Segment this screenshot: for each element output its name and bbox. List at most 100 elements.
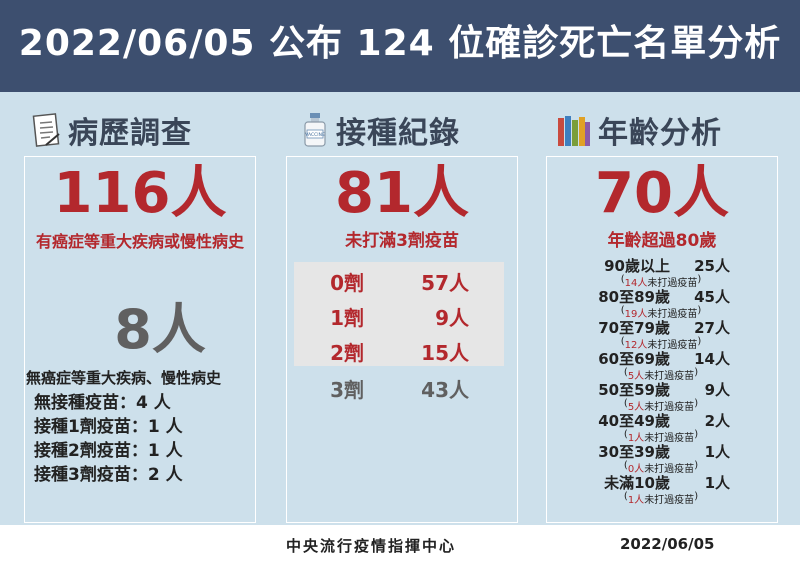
stat-label: 無接種疫苗 bbox=[34, 393, 119, 413]
unvax-count: 5人 bbox=[627, 371, 645, 382]
age-unvax-note: (0人 未打過疫苗) bbox=[623, 460, 699, 475]
dose-highlight-box bbox=[294, 262, 504, 366]
footer-organization: 中央流行疫情指揮中心 bbox=[286, 537, 457, 555]
age-unvax-note: (1人 未打過疫苗) bbox=[623, 491, 699, 506]
history-label: 病歷調查 bbox=[68, 116, 192, 151]
age-count: 70人 bbox=[595, 161, 729, 226]
unvax-suffix: 未打過疫苗 bbox=[644, 371, 695, 382]
dose-count: 9人 bbox=[435, 305, 469, 330]
age-unvax-note: (14人 未打過疫苗) bbox=[620, 274, 702, 289]
vaccine-vial-icon: VACCINE bbox=[304, 113, 326, 147]
age-total: 14人 bbox=[694, 349, 730, 368]
vial-label: VACCINE bbox=[305, 132, 325, 138]
unvax-count: 12人 bbox=[624, 340, 648, 351]
dose-count: 57人 bbox=[421, 270, 469, 295]
vaccination-caption: 未打滿3劑疫苗 bbox=[345, 231, 459, 251]
age-total: 1人 bbox=[704, 473, 730, 492]
age-row: 60至69歲 14人 bbox=[560, 349, 760, 368]
age-range: 未滿10歲 bbox=[604, 473, 670, 492]
age-row: 未滿10歲 1人 bbox=[560, 473, 760, 492]
age-unvax-note: (19人 未打過疫苗) bbox=[620, 305, 702, 320]
age-total: 1人 bbox=[704, 442, 730, 461]
stat-value: ：4 人 bbox=[119, 393, 171, 413]
books-icon bbox=[558, 116, 590, 146]
vaccination-count: 81人 bbox=[335, 161, 469, 226]
footer-date: 2022/06/05 bbox=[620, 535, 715, 553]
no-history-count: 8人 bbox=[114, 298, 206, 361]
age-range: 40至49歲 bbox=[598, 411, 670, 430]
age-unvax-note: (5人 未打過疫苗) bbox=[623, 367, 699, 382]
unvax-count: 1人 bbox=[627, 495, 645, 506]
age-row: 40至49歲 2人 bbox=[560, 411, 760, 430]
age-caption: 年齡超過80歲 bbox=[607, 231, 717, 251]
age-row: 50至59歲 9人 bbox=[560, 380, 760, 399]
stat-value: ：1 人 bbox=[130, 417, 183, 437]
age-row: 70至79歲 27人 bbox=[560, 318, 760, 337]
header-banner: 2022/06/05 公布 124 位確診死亡名單分析 bbox=[0, 0, 800, 92]
age-total: 2人 bbox=[704, 411, 730, 430]
age-row: 90歲以上 25人 bbox=[560, 256, 760, 275]
history-panel bbox=[24, 156, 256, 523]
no-history-stat: 接種2劑疫苗 ：1 人 bbox=[34, 436, 183, 461]
unvax-suffix: 未打過疫苗 bbox=[644, 433, 695, 444]
footer: 中央流行疫情指揮中心 2022/06/05 bbox=[0, 525, 800, 565]
history-count: 116人 bbox=[53, 161, 227, 226]
age-row: 30至39歲 1人 bbox=[560, 442, 760, 461]
age-heading: 年齡分析 bbox=[556, 110, 722, 151]
no-history-stat: 接種1劑疫苗 ：1 人 bbox=[34, 412, 183, 437]
age-total: 45人 bbox=[694, 287, 730, 306]
document-icon bbox=[32, 113, 60, 147]
unvax-count: 19人 bbox=[624, 309, 648, 320]
age-total: 25人 bbox=[694, 256, 730, 275]
no-history-stat: 接種3劑疫苗 ：2 人 bbox=[34, 460, 183, 485]
dose-label: 3劑 bbox=[330, 377, 364, 402]
age-label: 年齡分析 bbox=[598, 116, 722, 151]
history-heading: 病歷調查 bbox=[32, 110, 192, 151]
dose-count: 15人 bbox=[421, 340, 469, 365]
age-range: 50至59歲 bbox=[598, 380, 670, 399]
stat-value: ：2 人 bbox=[130, 465, 183, 485]
dose-row: 2劑 15人 bbox=[294, 336, 504, 366]
age-range: 90歲以上 bbox=[604, 256, 670, 275]
unvax-count: 0人 bbox=[627, 464, 645, 475]
age-range: 60至69歲 bbox=[598, 349, 670, 368]
unvax-suffix: 未打過疫苗 bbox=[647, 278, 698, 289]
dose-row: 0劑 57人 bbox=[294, 266, 504, 296]
age-total: 27人 bbox=[694, 318, 730, 337]
no-history-stat: 無接種疫苗 ：4 人 bbox=[34, 388, 171, 413]
unvax-suffix: 未打過疫苗 bbox=[644, 495, 695, 506]
dose-label: 1劑 bbox=[330, 305, 364, 330]
main-panel: 病歷調查 VACCINE 接種紀錄 年齡分析 bbox=[0, 92, 800, 525]
history-caption: 有癌症等重大疾病或慢性病史 bbox=[35, 232, 244, 251]
dose-label: 0劑 bbox=[330, 270, 364, 295]
dose-row: 3劑 43人 bbox=[294, 373, 504, 403]
age-range: 70至79歲 bbox=[598, 318, 670, 337]
stat-label: 接種3劑疫苗 bbox=[34, 465, 131, 485]
age-unvax-note: (1人 未打過疫苗) bbox=[623, 429, 699, 444]
no-history-caption: 無癌症等重大疾病、慢性病史 bbox=[26, 369, 222, 387]
vaccination-panel bbox=[286, 156, 518, 523]
age-unvax-note: (5人 未打過疫苗) bbox=[623, 398, 699, 413]
vaccination-heading: VACCINE 接種紀錄 bbox=[300, 110, 460, 151]
unvax-count: 1人 bbox=[627, 433, 645, 444]
age-row: 80至89歲 45人 bbox=[560, 287, 760, 306]
dose-row: 1劑 9人 bbox=[294, 301, 504, 331]
stat-value: ：1 人 bbox=[130, 441, 183, 461]
dose-count: 43人 bbox=[421, 377, 469, 402]
stat-label: 接種1劑疫苗 bbox=[34, 417, 131, 437]
vaccination-label: 接種紀錄 bbox=[336, 116, 460, 151]
unvax-suffix: 未打過疫苗 bbox=[644, 464, 695, 475]
page-title: 2022/06/05 公布 124 位確診死亡名單分析 bbox=[18, 23, 782, 64]
dose-label: 2劑 bbox=[330, 340, 364, 365]
age-range: 80至89歲 bbox=[598, 287, 670, 306]
age-unvax-note: (12人 未打過疫苗) bbox=[620, 336, 702, 351]
unvax-count: 5人 bbox=[627, 402, 645, 413]
unvax-count: 14人 bbox=[624, 278, 648, 289]
age-panel bbox=[546, 156, 778, 523]
stat-label: 接種2劑疫苗 bbox=[34, 441, 131, 461]
age-total: 9人 bbox=[704, 380, 730, 399]
unvax-suffix: 未打過疫苗 bbox=[647, 340, 698, 351]
unvax-suffix: 未打過疫苗 bbox=[644, 402, 695, 413]
age-range: 30至39歲 bbox=[598, 442, 670, 461]
unvax-suffix: 未打過疫苗 bbox=[647, 309, 698, 320]
